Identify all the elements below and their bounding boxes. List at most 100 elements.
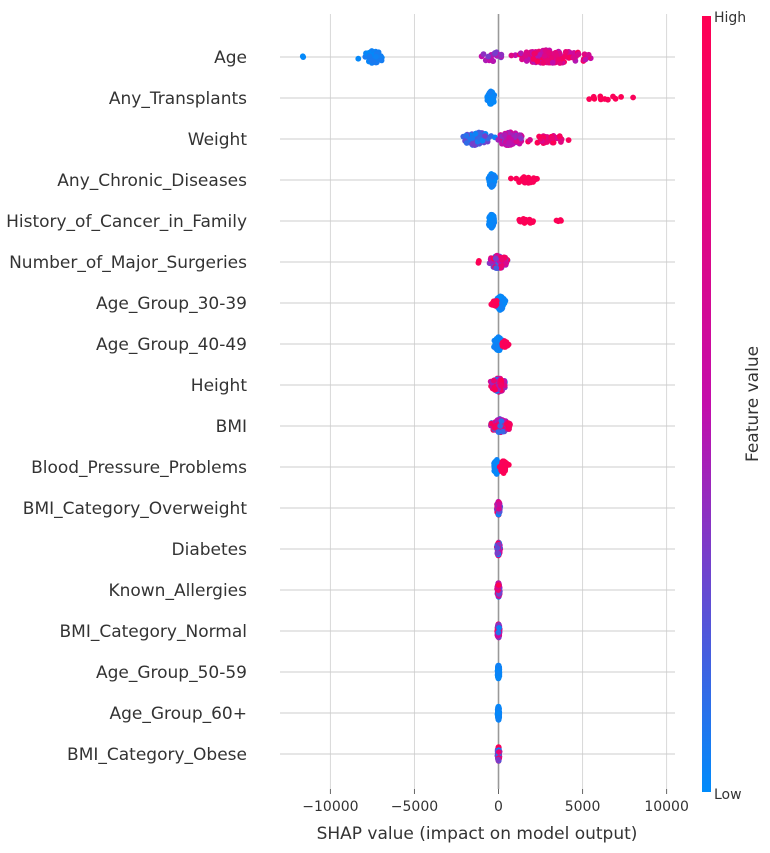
- shap-point: [585, 51, 592, 58]
- shap-point: [496, 625, 502, 631]
- grid-layer: [280, 14, 675, 789]
- shap-point: [618, 94, 624, 100]
- shap-point: [556, 133, 563, 140]
- shap-point: [553, 51, 560, 58]
- x-tick-label: 0: [494, 799, 503, 815]
- feature-label: BMI_Category_Overweight: [23, 499, 248, 519]
- feature-label: Weight: [188, 130, 248, 150]
- shap-point: [469, 141, 476, 147]
- shap-point: [485, 53, 492, 60]
- colorbar: High Low Feature value: [702, 10, 763, 803]
- shap-point: [494, 545, 501, 551]
- colorbar-gradient: [702, 16, 711, 792]
- feature-label: Age: [214, 48, 247, 68]
- shap-point: [495, 347, 502, 353]
- shap-point: [355, 55, 362, 62]
- shap-point: [582, 56, 589, 63]
- shap-point: [495, 582, 502, 588]
- shap-point: [492, 255, 499, 262]
- shap-point: [521, 174, 527, 181]
- shap-point: [487, 222, 494, 229]
- feature-label: Any_Chronic_Diseases: [57, 171, 247, 191]
- x-tick-label: 10000: [644, 799, 689, 815]
- shap-point: [495, 505, 502, 512]
- shap-point: [498, 467, 505, 474]
- shap-point: [570, 54, 577, 61]
- shap-point: [463, 140, 470, 146]
- shap-point: [503, 461, 509, 468]
- shap-point: [498, 262, 505, 269]
- feature-label: Age_Group_60+: [109, 704, 247, 724]
- shap-point: [496, 667, 502, 674]
- shap-point: [472, 130, 479, 137]
- shap-point: [591, 95, 598, 102]
- shap-point: [562, 49, 569, 55]
- shap-point: [520, 217, 527, 223]
- shap-point: [562, 53, 568, 60]
- shap-point: [482, 133, 488, 139]
- shap-point: [544, 57, 551, 64]
- shap-point: [536, 133, 542, 140]
- shap-point: [492, 50, 499, 57]
- shap-point: [519, 56, 525, 63]
- shap-point: [495, 629, 502, 636]
- shap-point: [508, 52, 515, 59]
- x-axis-title: SHAP value (impact on model output): [317, 824, 638, 844]
- shap-point: [493, 265, 500, 271]
- shap-point: [494, 550, 501, 557]
- points-layer: [299, 47, 636, 764]
- shap-point: [378, 57, 385, 64]
- feature-label: BMI: [216, 417, 247, 437]
- shap-point: [496, 294, 503, 300]
- shap-point: [575, 51, 582, 58]
- shap-point: [366, 53, 373, 59]
- feature-label: History_of_Cancer_in_Family: [6, 212, 247, 232]
- shap-point: [527, 219, 534, 225]
- shap-point: [487, 98, 494, 105]
- shap-point: [527, 137, 533, 143]
- shap-point: [598, 96, 605, 102]
- shap-point: [495, 756, 502, 763]
- shap-point: [541, 52, 548, 59]
- shap-point: [558, 217, 564, 224]
- shap-point: [496, 501, 502, 508]
- feature-label: Number_of_Major_Surgeries: [9, 253, 247, 273]
- shap-point: [495, 429, 502, 435]
- x-axis: −10000 −5000 0 5000 10000: [302, 789, 689, 815]
- x-tick-label: −5000: [391, 799, 438, 815]
- shap-point: [523, 58, 530, 64]
- shap-point: [491, 424, 498, 431]
- shap-point: [501, 131, 508, 138]
- shap-point: [586, 96, 593, 102]
- colorbar-title: Feature value: [743, 346, 763, 462]
- feature-label: Any_Transplants: [109, 89, 247, 109]
- shap-point: [492, 386, 498, 393]
- feature-label: BMI_Category_Obese: [67, 745, 247, 765]
- x-tick-label: 5000: [565, 799, 601, 815]
- shap-point: [299, 53, 306, 60]
- shap-point: [370, 58, 377, 64]
- shap-point: [497, 423, 504, 429]
- shap-point: [550, 139, 557, 146]
- shap-point: [503, 340, 509, 346]
- shap-point: [487, 89, 493, 96]
- shap-point: [488, 182, 495, 189]
- shap-point: [495, 715, 502, 721]
- shap-point: [530, 56, 537, 62]
- feature-label: Known_Allergies: [108, 581, 247, 601]
- shap-point: [508, 175, 514, 182]
- shap-point: [558, 139, 564, 145]
- shap-point: [469, 135, 476, 141]
- shap-point: [495, 675, 502, 682]
- shap-point: [463, 132, 470, 139]
- shap-point: [498, 418, 505, 424]
- shap-point: [506, 140, 513, 146]
- shap-point: [610, 93, 616, 100]
- shap-point: [499, 257, 505, 263]
- feature-label: Blood_Pressure_Problems: [31, 458, 247, 478]
- shap-point: [498, 52, 505, 59]
- shap-point: [476, 258, 482, 264]
- shap-point: [496, 749, 502, 755]
- shap-point: [479, 137, 486, 144]
- shap-point: [495, 710, 502, 716]
